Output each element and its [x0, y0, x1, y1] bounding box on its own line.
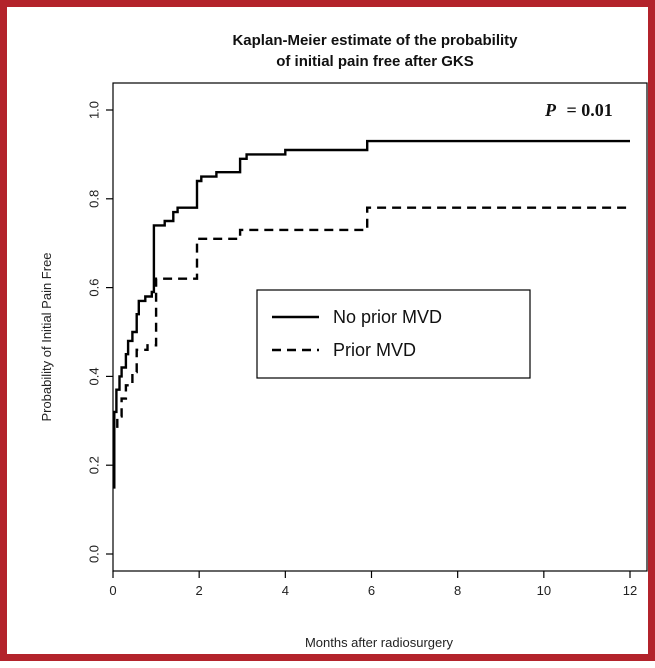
- legend-box: [256, 289, 531, 379]
- x-tick-label: 6: [368, 583, 375, 598]
- x-tick-label: 2: [196, 583, 203, 598]
- x-tick-label: 12: [623, 583, 637, 598]
- plot-area: [112, 82, 648, 572]
- series-layer: [113, 139, 630, 489]
- p-value-label: P: [544, 100, 557, 120]
- x-tick-label: 4: [282, 583, 289, 598]
- chart-title-line-1: Kaplan-Meier estimate of the probability: [232, 32, 518, 49]
- y-axis-label: Probability of Initial Pain Free: [39, 252, 54, 421]
- x-axis: 0 2 4 6 8 10 12: [109, 571, 637, 598]
- km-chart: Kaplan-Meier estimate of the probability…: [39, 32, 648, 650]
- y-tick-label: 0.4: [86, 367, 101, 385]
- series-line-no-prior-mvd: [113, 139, 630, 489]
- x-tick-label: 8: [454, 583, 461, 598]
- legend-label-prior-mvd: Prior MVD: [333, 340, 416, 360]
- y-tick-label: 0.2: [86, 456, 101, 474]
- y-tick-label: 0.6: [86, 279, 101, 297]
- chart-title-line-2: of initial pain free after GKS: [276, 53, 474, 70]
- legend-label-no-prior-mvd: No prior MVD: [333, 307, 442, 327]
- x-axis-label: Months after radiosurgery: [305, 635, 454, 650]
- x-tick-label: 0: [109, 583, 116, 598]
- y-tick-label: 1.0: [86, 101, 101, 119]
- series-line-prior-mvd: [113, 206, 630, 440]
- y-tick-label: 0.8: [86, 190, 101, 208]
- p-value-number: = 0.01: [567, 100, 613, 120]
- y-tick-label: 0.0: [86, 545, 101, 563]
- legend: No prior MVD Prior MVD: [256, 289, 531, 379]
- y-axis: 0.0 0.2 0.4 0.6 0.8 1.0: [86, 101, 113, 563]
- p-value-annotation: P = 0.01: [544, 100, 613, 120]
- x-tick-label: 10: [537, 583, 551, 598]
